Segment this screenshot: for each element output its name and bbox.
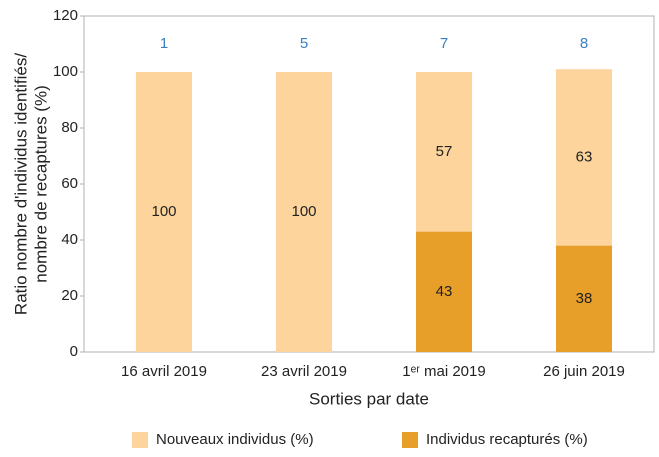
x-tick-label: 23 avril 2019 [261,363,347,380]
top-label: 8 [580,35,588,52]
x-tick-label: 1ᵉʳ mai 2019 [402,363,485,380]
y-tick-label: 100 [53,63,78,80]
bar-segment [416,72,472,232]
y-axis-label-line: Ratio nombre d'individus identifiés/ [11,53,30,315]
legend-label: Nouveaux individus (%) [156,431,314,448]
top-label: 1 [160,35,168,52]
bar-segment [556,245,612,352]
y-axis-label: Ratio nombre d'individus identifiés/ nom… [11,53,50,315]
data-label: 63 [576,148,593,165]
y-tick-label: 40 [61,231,78,248]
x-axis-label: Sorties par date [309,389,429,408]
data-label: 57 [436,143,453,160]
y-tick-label: 80 [61,119,78,136]
x-tick-label: 16 avril 2019 [121,363,207,380]
top-label: 7 [440,35,448,52]
x-tick-label: 26 juin 2019 [543,363,625,380]
bar-segment [276,72,332,352]
y-tick-label: 20 [61,287,78,304]
legend-swatch [402,432,418,448]
bar-segment [556,69,612,246]
data-label: 100 [151,203,176,220]
data-label: 38 [576,290,593,307]
legend-swatch [132,432,148,448]
y-tick-label: 120 [53,7,78,24]
bar-segment [136,72,192,352]
legend-label: Individus recapturés (%) [426,431,588,448]
y-axis-label-line: nombre de recaptures (%) [31,85,50,282]
y-tick-label: 0 [70,343,78,360]
data-label: 100 [291,203,316,220]
bar-segment [416,231,472,352]
y-tick-label: 60 [61,175,78,192]
top-label: 5 [300,35,308,52]
data-label: 43 [436,283,453,300]
